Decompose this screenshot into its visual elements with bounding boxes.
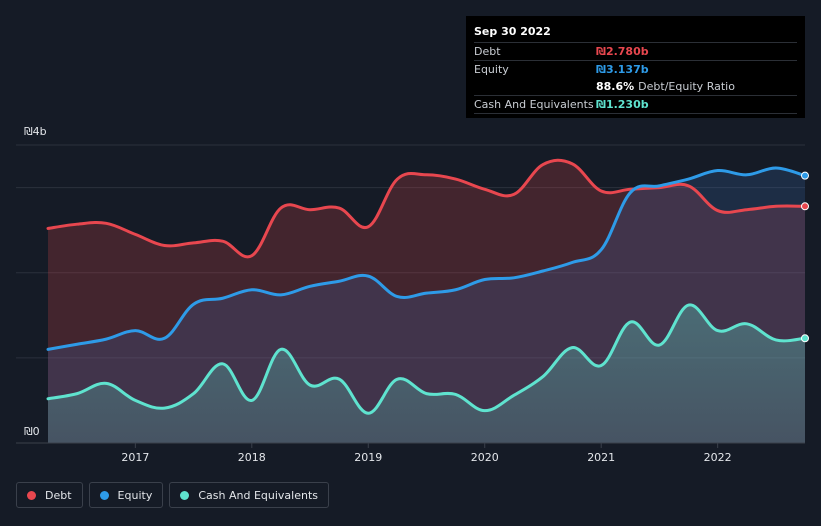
tooltip-row-cash: Cash And Equivalents ₪1.230b [474, 95, 797, 114]
x-tick-label: 2018 [238, 451, 266, 464]
tooltip-row-equity: Equity ₪3.137b [474, 60, 797, 78]
cash-and-equivalents-line [46, 303, 807, 415]
cash-and-equivalents-area [48, 304, 805, 443]
legend-label: Debt [45, 488, 72, 502]
legend-label: Cash And Equivalents [198, 488, 318, 502]
tooltip-ratio-label: Debt/Equity Ratio [638, 80, 735, 93]
cash-and-equivalents-end-marker [801, 334, 809, 343]
equity-line [46, 166, 807, 351]
data-tooltip: Sep 30 2022 Debt ₪2.780b Equity ₪3.137b … [466, 16, 805, 118]
tooltip-label: Debt [474, 45, 501, 58]
x-tick-label: 2020 [471, 451, 499, 464]
x-tick-label: 2019 [354, 451, 382, 464]
debt-line [46, 158, 807, 259]
debt-end-marker [801, 202, 809, 211]
series-lines [46, 158, 807, 415]
y-axis-min-label: ₪0 [24, 425, 40, 438]
x-tick-label: 2022 [704, 451, 732, 464]
legend-label: Equity [117, 488, 153, 502]
series-endpoints [801, 171, 809, 343]
tooltip-label: Equity [474, 63, 509, 76]
legend-dot-icon [180, 490, 190, 500]
legend-item-debt[interactable]: Debt [16, 482, 83, 508]
legend-item-cash[interactable]: Cash And Equivalents [169, 482, 329, 508]
tooltip-value: ₪1.230b [596, 98, 649, 111]
legend-dot-icon [27, 490, 36, 500]
tooltip-row-debt: Debt ₪2.780b [474, 42, 797, 60]
tooltip-value: 88.6% [596, 80, 635, 93]
y-axis-max-label: ₪4b [24, 125, 47, 138]
tooltip-row-ratio: 88.6% Debt/Equity Ratio [474, 78, 797, 95]
legend-item-equity[interactable]: Equity [88, 482, 164, 508]
legend-dot-icon [99, 490, 109, 500]
tooltip-value: ₪3.137b [596, 63, 649, 76]
x-axis: 2017 2018 2019 2020 2021 2022 [16, 442, 805, 464]
x-tick-label: 2021 [587, 451, 615, 464]
chart-legend: Debt Equity Cash And Equivalents [16, 482, 335, 508]
tooltip-value: ₪2.780b [596, 45, 649, 58]
tooltip-label [474, 78, 596, 95]
tooltip-date: Sep 30 2022 [474, 25, 551, 38]
series-areas [48, 160, 805, 444]
tooltip-label: Cash And Equivalents [474, 98, 594, 111]
x-tick-label: 2017 [121, 451, 149, 464]
equity-end-marker [801, 171, 809, 180]
